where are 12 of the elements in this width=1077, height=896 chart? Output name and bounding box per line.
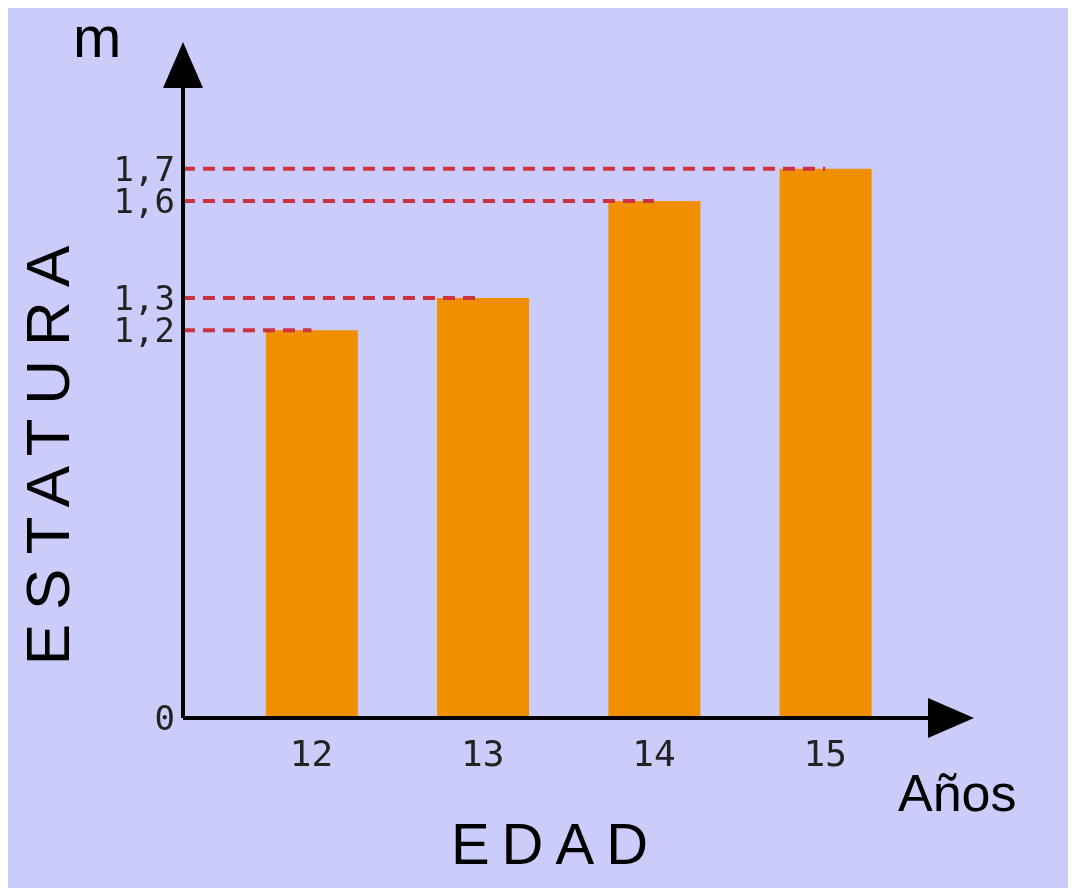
x-tick-label: 13: [461, 732, 505, 774]
text: m: [73, 3, 122, 70]
text: Años: [898, 763, 1017, 823]
x-tick-label: 14: [632, 732, 676, 774]
x-tick-label: 12: [289, 732, 334, 774]
bar: [779, 168, 872, 718]
bar: [608, 201, 701, 718]
bar: [437, 298, 530, 718]
y-tick-label: 0: [154, 698, 175, 739]
x-tick-label: 15: [803, 732, 847, 774]
y-axis-title: ESTATURA: [12, 231, 84, 665]
x-axis-title: EDAD: [450, 811, 661, 876]
